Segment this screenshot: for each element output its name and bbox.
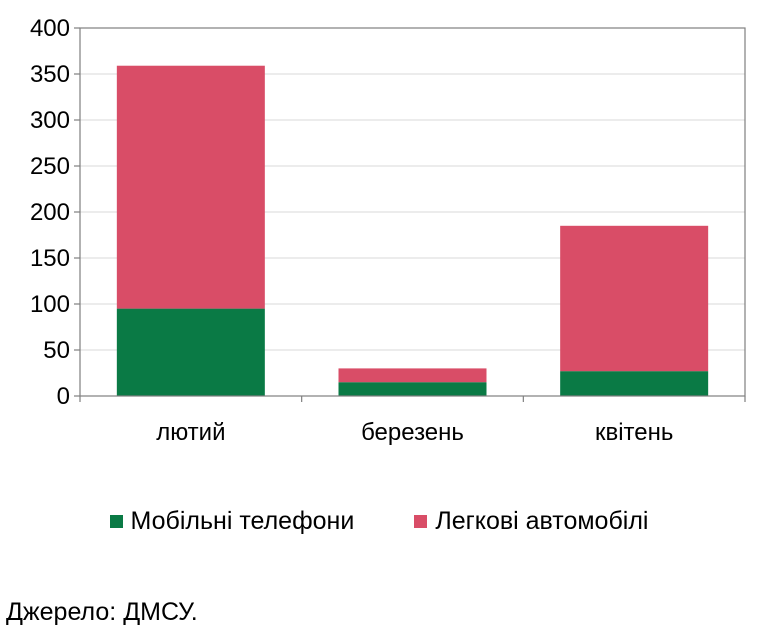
y-tick-label-400: 400	[30, 15, 70, 42]
y-tick-label-0: 0	[57, 383, 70, 410]
y-tick-label-200: 200	[30, 199, 70, 226]
legend-label-mobile-phones: Мобільні телефони	[130, 506, 355, 535]
bar-лютий-series-1	[116, 65, 265, 309]
bar-березень-series-1	[338, 368, 487, 383]
x-tick-label-0: лютий	[156, 419, 225, 446]
legend: Мобільні телефони Легкові автомобілі	[0, 503, 758, 539]
y-tick-label-300: 300	[30, 107, 70, 134]
x-tick-label-1: березень	[361, 419, 464, 446]
legend-swatch-mobile-phones	[109, 514, 123, 528]
bar-квітень-series-0	[560, 371, 709, 396]
y-tick-label-150: 150	[30, 245, 70, 272]
legend-item-cars: Легкові автомобілі	[414, 507, 648, 536]
legend-swatch-cars	[414, 514, 428, 528]
bar-квітень-series-1	[560, 225, 709, 372]
legend-label-cars: Легкові автомобілі	[435, 506, 649, 535]
y-tick-label-250: 250	[30, 153, 70, 180]
y-tick-label-350: 350	[30, 61, 70, 88]
bar-березень-series-0	[338, 382, 487, 396]
bar-лютий-series-0	[116, 308, 265, 396]
stacked-bar-chart: лютий березень квітень 0 50 100 150 200 250 300 35…	[30, 15, 746, 446]
legend-item-mobile-phones: Мобільні телефони	[109, 506, 355, 536]
source-note: Джерело: ДМСУ.	[6, 598, 198, 626]
x-tick-label-2: квітень	[595, 419, 673, 446]
y-tick-label-100: 100	[30, 291, 70, 318]
y-tick-label-50: 50	[43, 337, 70, 364]
